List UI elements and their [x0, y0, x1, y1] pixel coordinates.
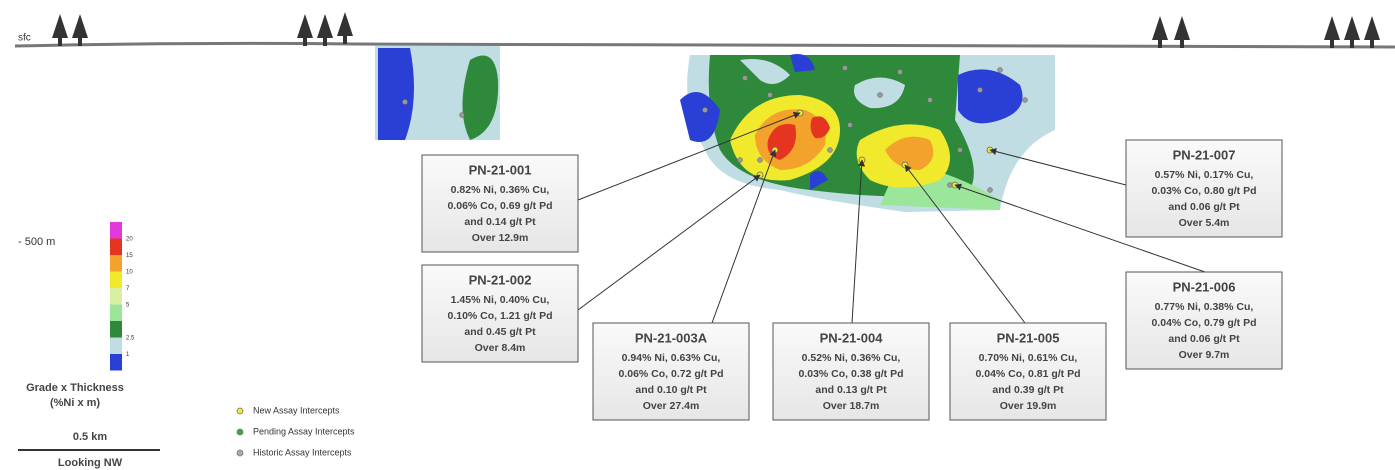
callout-line: and 0.06 g/t Pt [1168, 201, 1240, 213]
callout-arrow [577, 112, 801, 201]
surface-line [14, 41, 1395, 49]
callout-box [949, 322, 1107, 421]
scale-swatch [110, 337, 122, 354]
scale-swatch [110, 321, 122, 338]
callout-title: PN-21-005 [997, 330, 1060, 345]
scale-label: 1 [126, 352, 130, 358]
callout-arrow [711, 149, 777, 324]
callout-line: and 0.06 g/t Pt [1168, 333, 1240, 345]
callout-arrow [851, 159, 866, 324]
callout-line: 0.04% Co, 0.79 g/t Pd [1151, 317, 1256, 329]
scale-bar-label: 0.5 km [73, 431, 107, 443]
scale-title: Grade x Thickness [26, 382, 124, 394]
scale-units: (%Ni x m) [50, 397, 100, 409]
legend: New Assay Intercepts Pending Assay Interc… [236, 405, 355, 457]
callout-line: Over 12.9m [472, 232, 529, 244]
callouts: PN-21-001 0.82% Ni, 0.36% Cu, 0.06% Co, 0.… [421, 112, 1283, 421]
scale-swatch [110, 354, 122, 371]
callout-line: 0.10% Co, 1.21 g/t Pd [447, 310, 552, 322]
scale-swatch [110, 255, 122, 272]
callout-line: 0.77% Ni, 0.38% Cu, [1155, 301, 1254, 313]
callout-title: PN-21-004 [820, 330, 884, 345]
callout-line: 0.70% Ni, 0.61% Cu, [979, 352, 1078, 364]
callout-line: 0.06% Co, 0.72 g/t Pd [618, 368, 723, 380]
callout-line: 0.03% Co, 0.38 g/t Pd [798, 368, 903, 380]
callout-arrow [989, 148, 1127, 186]
callout-line: and 0.14 g/t Pt [464, 216, 536, 228]
callout-line: 0.04% Co, 0.81 g/t Pd [975, 368, 1080, 380]
scale-swatch [110, 304, 122, 321]
scale-label: 2.5 [126, 336, 135, 342]
callout-line: 1.45% Ni, 0.40% Cu, [451, 294, 550, 306]
callout-arrow [577, 174, 761, 311]
callout-title: PN-21-002 [469, 272, 532, 287]
callout-line: Over 19.9m [1000, 400, 1057, 412]
drill-intercepts [402, 65, 1028, 193]
callout-box [772, 322, 930, 421]
callout-line: Over 8.4m [475, 342, 526, 354]
callout-box [421, 264, 579, 363]
callout-line: 0.82% Ni, 0.36% Cu, [451, 184, 550, 196]
legend-marker [236, 407, 244, 415]
callout-box [421, 154, 579, 253]
callout-line: and 0.45 g/t Pt [464, 326, 536, 338]
callout-title: PN-21-007 [1173, 147, 1236, 162]
scale-label: 20 [126, 237, 133, 243]
scale-swatch [110, 288, 122, 305]
callout-line: and 0.13 g/t Pt [815, 384, 887, 396]
callout-line: Over 5.4m [1179, 217, 1230, 229]
callout-title: PN-21-003A [635, 330, 708, 345]
callout-line: and 0.39 g/t Pt [992, 384, 1064, 396]
callout-box [592, 322, 750, 421]
callout-arrow [954, 183, 1206, 273]
callout-box [1125, 139, 1283, 238]
scale-swatch [110, 222, 122, 239]
scale-label: 7 [126, 286, 130, 292]
legend-marker [236, 428, 244, 436]
scale-swatch [110, 238, 122, 255]
depth-label: - 500 m [18, 236, 55, 248]
callout-line: 0.06% Co, 0.69 g/t Pd [447, 200, 552, 212]
callout-line: Over 27.4m [643, 400, 700, 412]
surface-label: sfc [18, 33, 31, 44]
callout-title: PN-21-006 [1173, 279, 1236, 294]
callout-line: Over 9.7m [1179, 349, 1230, 361]
callout-line: 0.52% Ni, 0.36% Cu, [802, 352, 901, 364]
scale-swatch [110, 271, 122, 288]
color-scale: 20 15 10 7 5 2.5 1 [110, 222, 135, 371]
legend-label: Pending Assay Intercepts [253, 426, 355, 436]
callout-box [1125, 271, 1283, 370]
legend-marker [236, 449, 244, 457]
callout-line: and 0.10 g/t Pt [635, 384, 707, 396]
callout-line: 0.94% Ni, 0.63% Cu, [622, 352, 721, 364]
callout-line: 0.57% Ni, 0.17% Cu, [1155, 169, 1254, 181]
grade-contours [375, 46, 1055, 212]
scale-label: 5 [126, 303, 130, 309]
scale-label: 15 [126, 253, 133, 259]
trees [52, 12, 1380, 48]
callout-line: Over 18.7m [823, 400, 880, 412]
view-direction: Looking NW [58, 457, 123, 469]
legend-label: New Assay Intercepts [253, 405, 340, 415]
legend-label: Historic Assay Intercepts [253, 447, 352, 457]
callout-line: 0.03% Co, 0.80 g/t Pd [1151, 185, 1256, 197]
callout-title: PN-21-001 [469, 162, 532, 177]
callout-arrow [904, 164, 1026, 324]
scale-label: 10 [126, 270, 133, 276]
